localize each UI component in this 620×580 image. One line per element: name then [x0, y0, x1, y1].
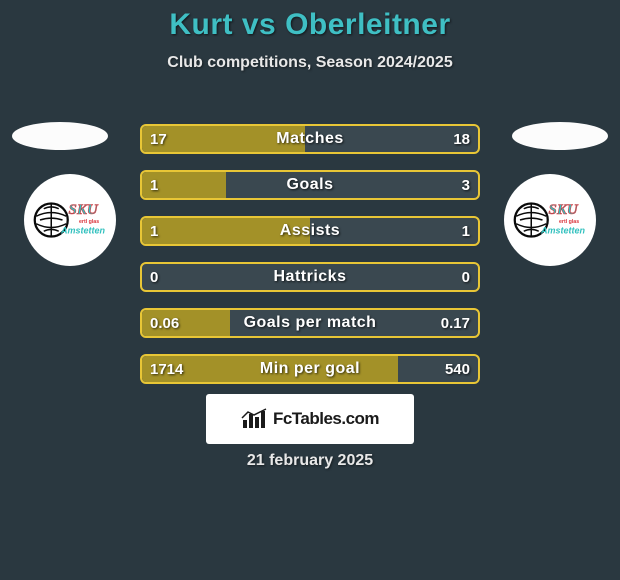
club-crest-icon: SKU Amstetten ertl glas: [32, 190, 108, 250]
svg-text:Amstetten: Amstetten: [60, 226, 106, 236]
stat-value-left: 0: [150, 264, 158, 290]
svg-text:Amstetten: Amstetten: [540, 226, 586, 236]
shadow-ellipse-left: [12, 122, 108, 150]
stat-value-right: 0: [462, 264, 470, 290]
stat-row: Goals1 3: [140, 170, 480, 200]
page-title: Kurt vs Oberleitner: [0, 0, 620, 42]
stat-label: Goals: [142, 172, 478, 198]
stat-row: Goals per match0.06 0.17: [140, 308, 480, 338]
stat-value-right: 18: [453, 126, 470, 152]
shadow-ellipse-right: [512, 122, 608, 150]
subtitle: Club competitions, Season 2024/2025: [0, 54, 620, 72]
stat-value-left: 17: [150, 126, 167, 152]
club-crest-icon: SKU Amstetten ertl glas: [512, 190, 588, 250]
team-logo-left: SKU Amstetten ertl glas: [24, 174, 116, 266]
stat-value-right: 540: [445, 356, 470, 382]
stat-value-left: 0.06: [150, 310, 179, 336]
stat-value-right: 1: [462, 218, 470, 244]
svg-text:SKU: SKU: [549, 202, 579, 218]
stat-label: Min per goal: [142, 356, 478, 382]
stat-value-left: 1714: [150, 356, 183, 382]
stat-value-left: 1: [150, 218, 158, 244]
snapshot-date: 21 february 2025: [0, 452, 620, 470]
stat-label: Matches: [142, 126, 478, 152]
stat-value-right: 0.17: [441, 310, 470, 336]
stat-row: Matches17 18: [140, 124, 480, 154]
svg-text:SKU: SKU: [69, 202, 99, 218]
comparison-card: Kurt vs Oberleitner Club competitions, S…: [0, 0, 620, 580]
stat-row: Min per goal1714 540: [140, 354, 480, 384]
svg-text:ertl glas: ertl glas: [559, 219, 579, 225]
stat-label: Hattricks: [142, 264, 478, 290]
stat-value-right: 3: [462, 172, 470, 198]
chart-icon: [241, 408, 267, 430]
team-logo-right: SKU Amstetten ertl glas: [504, 174, 596, 266]
stat-bars: Matches1718Goals13Assists11Hattricks00Go…: [140, 124, 480, 400]
stat-row: Hattricks0 0: [140, 262, 480, 292]
source-badge: FcTables.com: [206, 394, 414, 444]
stat-row: Assists1 1: [140, 216, 480, 246]
stat-label: Goals per match: [142, 310, 478, 336]
stat-value-left: 1: [150, 172, 158, 198]
svg-text:ertl glas: ertl glas: [79, 219, 99, 225]
stat-label: Assists: [142, 218, 478, 244]
source-brand: FcTables.com: [273, 409, 379, 429]
